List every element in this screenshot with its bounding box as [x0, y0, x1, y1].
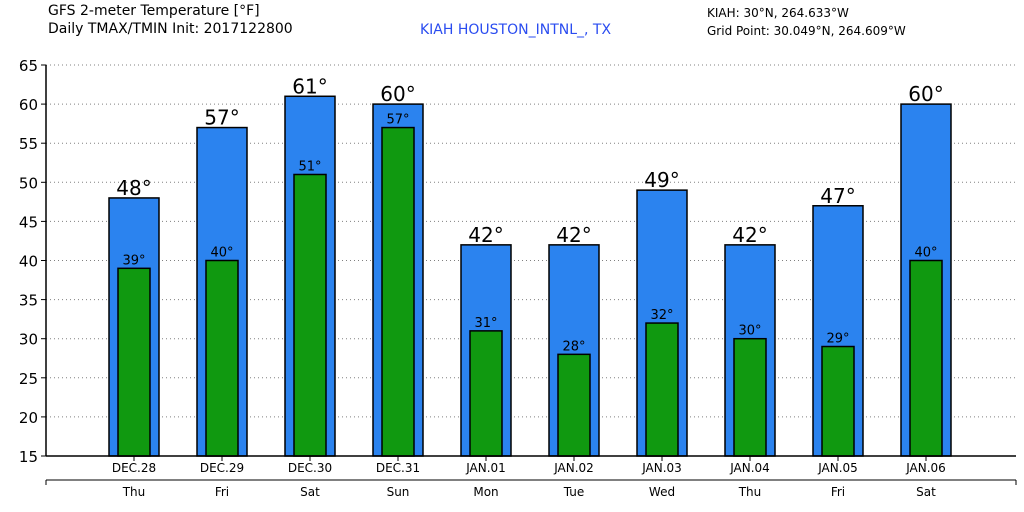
- weekday-label: Sat: [300, 485, 320, 499]
- y-tick-label: 50: [19, 174, 38, 192]
- weekday-label: Tue: [563, 485, 585, 499]
- tmin-label: 51°: [298, 159, 321, 174]
- tmin-label: 40°: [914, 246, 937, 261]
- chart-title: GFS 2-meter Temperature [°F] Daily TMAX/…: [48, 2, 293, 38]
- date-label: DEC.28: [112, 461, 156, 475]
- tmax-label: 42°: [468, 223, 503, 247]
- y-tick-label: 60: [19, 96, 38, 114]
- tmin-bar: [469, 330, 503, 457]
- tmax-label: 49°: [644, 168, 679, 192]
- tmin-bar: [293, 173, 327, 457]
- weekday-label: Sun: [387, 485, 410, 499]
- weekday-label: Fri: [215, 485, 229, 499]
- weekday-label: Wed: [649, 485, 675, 499]
- tmax-label: 57°: [204, 106, 239, 130]
- tmin-bar: [205, 259, 239, 457]
- tmax-label: 48°: [116, 176, 151, 200]
- chart-title-line-1: GFS 2-meter Temperature [°F]: [48, 3, 260, 19]
- weekday-label: Thu: [122, 485, 146, 499]
- tmax-label: 60°: [380, 82, 415, 106]
- tmin-bar: [909, 259, 943, 457]
- tmax-label: 47°: [820, 184, 855, 208]
- y-tick-label: 65: [19, 57, 38, 75]
- date-label: JAN.01: [465, 461, 506, 475]
- date-label: JAN.03: [641, 461, 682, 475]
- weekday-label: Fri: [831, 485, 845, 499]
- y-tick-label: 55: [19, 135, 38, 153]
- date-label: JAN.02: [553, 461, 594, 475]
- chart-title-line-2: Daily TMAX/TMIN Init: 2017122800: [48, 21, 293, 37]
- y-tick-label: 30: [19, 331, 38, 349]
- location-info: KIAH: 30°N, 264.633°W Grid Point: 30.049…: [707, 4, 906, 40]
- tmin-label: 30°: [738, 324, 761, 339]
- tmax-label: 61°: [292, 74, 327, 98]
- weekday-label: Thu: [738, 485, 762, 499]
- tmin-bar: [733, 337, 767, 457]
- tmin-label: 29°: [826, 332, 849, 347]
- tmin-bar: [821, 345, 855, 457]
- date-label: JAN.05: [817, 461, 858, 475]
- date-label: JAN.04: [729, 461, 770, 475]
- weekday-label: Mon: [473, 485, 498, 499]
- tmin-bar: [117, 267, 151, 457]
- y-tick-label: 45: [19, 213, 38, 231]
- tmin-bar: [557, 353, 591, 457]
- weekday-label: Sat: [916, 485, 936, 499]
- date-label: JAN.06: [905, 461, 946, 475]
- tmin-bar: [645, 322, 679, 457]
- tmin-label: 31°: [474, 316, 497, 331]
- date-label: DEC.30: [288, 461, 332, 475]
- tmax-label: 60°: [908, 82, 943, 106]
- tmin-label: 32°: [650, 308, 673, 323]
- tmin-label: 57°: [386, 113, 409, 128]
- y-tick-label: 20: [19, 409, 38, 427]
- tmin-label: 40°: [210, 246, 233, 261]
- date-label: DEC.31: [376, 461, 420, 475]
- y-tick-label: 35: [19, 292, 38, 310]
- tmin-label: 39°: [122, 253, 145, 268]
- tmax-label: 42°: [556, 223, 591, 247]
- station-name: KIAH HOUSTON_INTNL_, TX: [420, 22, 612, 38]
- y-tick-label: 40: [19, 253, 38, 271]
- y-tick-label: 15: [19, 448, 38, 466]
- tmin-bar: [381, 126, 415, 457]
- tmin-label: 28°: [562, 339, 585, 354]
- date-label: DEC.29: [200, 461, 244, 475]
- y-tick-label: 25: [19, 370, 38, 388]
- grid-point-location: Grid Point: 30.049°N, 264.609°W: [707, 24, 906, 38]
- tmax-label: 42°: [732, 223, 767, 247]
- station-location: KIAH: 30°N, 264.633°W: [707, 6, 849, 20]
